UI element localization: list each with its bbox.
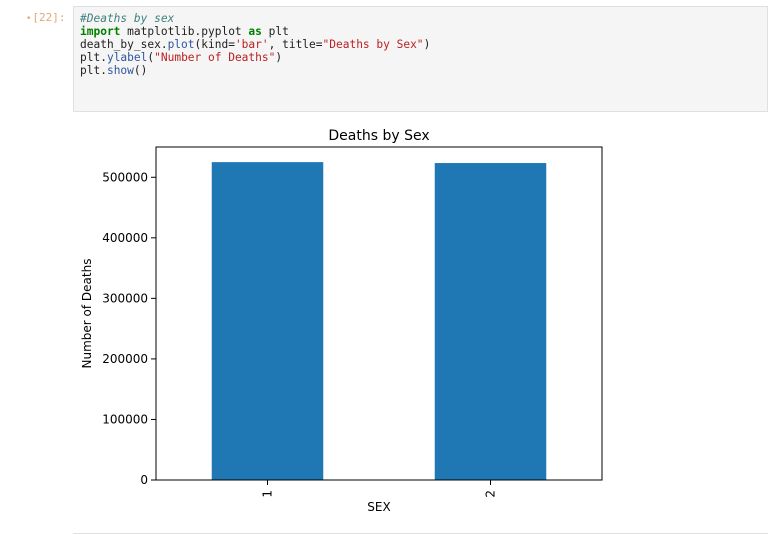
code-token: import xyxy=(80,25,121,38)
code-token: "Deaths by Sex" xyxy=(322,38,424,51)
x-tick-label: 2 xyxy=(484,490,498,498)
code-token: ) xyxy=(275,51,283,64)
cell-prompt: •[22]: xyxy=(26,11,66,24)
bar-chart: 0 100000 200000 300000 400000 500000 1 2 Deaths … xyxy=(80,128,603,514)
chart-bar xyxy=(434,163,547,480)
code-line: import matplotlib.pyplot as plt xyxy=(80,25,289,38)
y-tick-label: 0 xyxy=(140,473,148,487)
code-token: plt. xyxy=(80,64,107,77)
x-axis-label: SEX xyxy=(367,500,390,514)
y-tick-label: 100000 xyxy=(102,412,148,426)
code-token: matplotlib.pyplot xyxy=(120,25,249,38)
code-token: show xyxy=(106,64,134,77)
code-line: plt.ylabel("Number of Deaths") xyxy=(80,51,282,64)
y-axis-label: Number of Deaths xyxy=(80,259,94,369)
cell-output: 0 100000 200000 300000 400000 500000 1 2 Deaths … xyxy=(73,118,768,528)
code-token: #Deaths by sex xyxy=(80,12,175,25)
code-token: plot xyxy=(167,38,195,51)
code-line: death_by_sex.plot(kind='bar', title="Dea… xyxy=(80,38,430,51)
code-cell-input[interactable]: #Deaths by sex import matplotlib.pyplot … xyxy=(73,6,768,112)
code-token: plt xyxy=(261,25,289,38)
code-line: #Deaths by sex xyxy=(80,12,174,25)
code-token: ylabel xyxy=(106,51,148,64)
y-tick-label: 300000 xyxy=(102,291,148,305)
y-tick-label: 500000 xyxy=(102,170,148,184)
code-token: 'bar' xyxy=(234,38,269,51)
code-line: plt.show() xyxy=(80,64,147,77)
y-tick-label: 400000 xyxy=(102,231,148,245)
plot-frame xyxy=(155,146,603,481)
chart-bar xyxy=(211,162,324,481)
code-editor[interactable]: #Deaths by sex import matplotlib.pyplot … xyxy=(80,12,767,77)
code-token: death_by_sex. xyxy=(80,38,168,51)
code-token: "Number of Deaths" xyxy=(154,51,276,64)
code-token: as xyxy=(248,25,262,38)
code-token: () xyxy=(133,64,148,77)
code-token: ) xyxy=(423,38,431,51)
cell-modified-dot-icon: • xyxy=(26,14,32,24)
code-token: plt. xyxy=(80,51,107,64)
code-token: , title= xyxy=(268,38,323,51)
code-token: (kind= xyxy=(194,38,235,51)
x-tick-label: 1 xyxy=(261,490,275,498)
y-tick-label: 200000 xyxy=(102,352,148,366)
chart-title: Deaths by Sex xyxy=(328,128,429,144)
cell-prompt-label: [22]: xyxy=(32,11,66,24)
code-token: ( xyxy=(147,51,155,64)
cell-divider xyxy=(73,533,768,534)
